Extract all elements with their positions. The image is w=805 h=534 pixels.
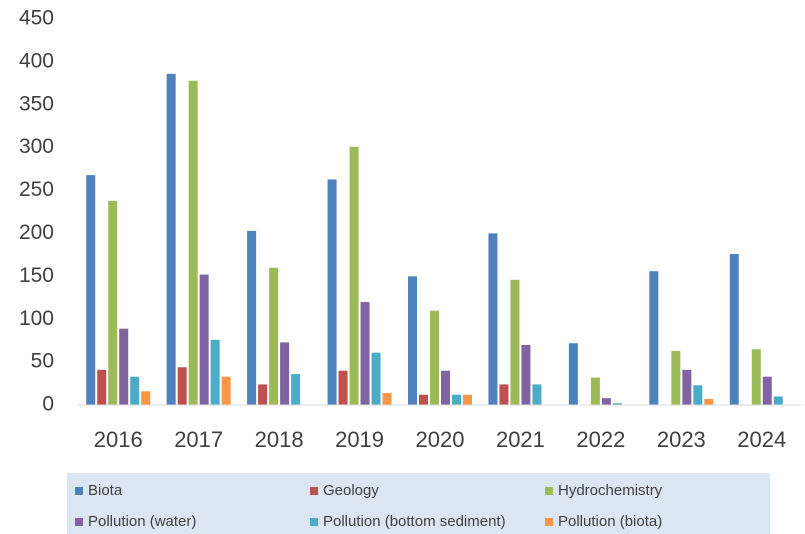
bar bbox=[408, 276, 417, 405]
bar bbox=[671, 350, 681, 405]
bar bbox=[199, 274, 209, 405]
legend-label: Biota bbox=[88, 482, 123, 499]
legend-swatch bbox=[75, 487, 83, 495]
bar bbox=[371, 352, 381, 405]
x-tick-label: 2018 bbox=[255, 427, 304, 452]
y-tick-label: 150 bbox=[19, 264, 54, 287]
bar bbox=[327, 179, 337, 405]
legend-label: Pollution (biota) bbox=[558, 513, 662, 530]
x-tick-label: 2024 bbox=[737, 427, 786, 452]
bar bbox=[269, 267, 279, 405]
x-tick-label: 2020 bbox=[416, 427, 465, 452]
bar bbox=[612, 403, 622, 405]
bar bbox=[773, 396, 783, 405]
legend-label: Geology bbox=[323, 482, 379, 499]
bar bbox=[704, 398, 714, 405]
bar bbox=[360, 302, 370, 405]
bar bbox=[419, 394, 428, 405]
bar bbox=[291, 374, 301, 405]
bar bbox=[130, 376, 140, 405]
bar bbox=[247, 230, 257, 405]
bar bbox=[751, 349, 761, 405]
bar bbox=[510, 279, 520, 405]
bar bbox=[568, 343, 578, 405]
bar bbox=[108, 200, 118, 405]
bar bbox=[532, 384, 542, 405]
y-tick-label: 400 bbox=[19, 49, 54, 72]
x-tick-label: 2022 bbox=[576, 427, 625, 452]
bar bbox=[382, 392, 392, 405]
legend-swatch bbox=[75, 518, 83, 526]
y-tick-label: 250 bbox=[19, 178, 54, 201]
x-tick-label: 2023 bbox=[657, 427, 706, 452]
bar bbox=[682, 369, 692, 405]
bar bbox=[601, 398, 611, 405]
legend-box bbox=[67, 473, 770, 534]
legend-label: Pollution (bottom sediment) bbox=[323, 513, 506, 530]
bar bbox=[649, 271, 659, 405]
y-tick-label: 50 bbox=[31, 350, 54, 373]
y-tick-label: 450 bbox=[19, 7, 54, 30]
bar bbox=[141, 391, 151, 405]
bar bbox=[166, 73, 176, 406]
bar bbox=[177, 367, 187, 405]
bar bbox=[521, 344, 531, 405]
y-tick-label: 200 bbox=[19, 221, 54, 244]
bar bbox=[762, 376, 772, 405]
bar bbox=[488, 233, 498, 405]
bar bbox=[441, 370, 450, 405]
y-tick-label: 300 bbox=[19, 135, 54, 158]
bar bbox=[119, 328, 129, 405]
legend-swatch bbox=[310, 518, 318, 526]
bar bbox=[97, 369, 107, 405]
bar bbox=[210, 339, 220, 405]
bar bbox=[188, 80, 198, 405]
bar bbox=[280, 342, 290, 405]
x-tick-label: 2016 bbox=[94, 427, 143, 452]
bar bbox=[338, 370, 348, 405]
legend-label: Hydrochemistry bbox=[558, 482, 663, 499]
y-tick-label: 100 bbox=[19, 307, 54, 330]
legend-swatch bbox=[545, 518, 553, 526]
x-tick-label: 2019 bbox=[335, 427, 384, 452]
y-tick-label: 350 bbox=[19, 92, 54, 115]
x-tick-label: 2021 bbox=[496, 427, 545, 452]
y-tick-label: 0 bbox=[42, 393, 54, 416]
bar bbox=[349, 146, 359, 405]
bar bbox=[590, 377, 600, 405]
bar bbox=[221, 376, 231, 405]
bar bbox=[499, 384, 509, 405]
legend-swatch bbox=[545, 487, 553, 495]
bar bbox=[693, 385, 703, 405]
bar bbox=[463, 394, 472, 405]
bar bbox=[452, 394, 461, 405]
bar bbox=[430, 310, 439, 405]
x-tick-label: 2017 bbox=[174, 427, 223, 452]
legend-swatch bbox=[310, 487, 318, 495]
bar bbox=[729, 254, 739, 405]
legend-label: Pollution (water) bbox=[88, 513, 196, 530]
bar bbox=[258, 384, 268, 405]
bar bbox=[86, 175, 96, 405]
